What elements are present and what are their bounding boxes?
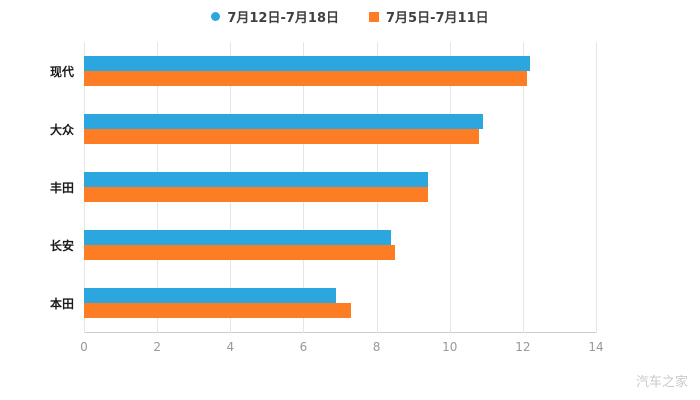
- legend-circle-marker-icon: [211, 12, 221, 21]
- bar-大众-series-1[interactable]: [84, 129, 479, 144]
- x-tick-label: 10: [442, 340, 458, 354]
- gridline: [449, 42, 451, 333]
- bar-现代-series-1[interactable]: [84, 71, 527, 86]
- bar-大众-series-0[interactable]: [84, 114, 483, 129]
- y-category-label: 长安: [49, 238, 74, 253]
- gridline: [596, 42, 597, 333]
- x-tick-label: 8: [372, 340, 381, 354]
- x-tick-label: 0: [80, 340, 88, 354]
- legend-square-marker-icon: [369, 11, 380, 22]
- bar-本田-series-1[interactable]: [84, 303, 351, 318]
- bar-现代-series-0[interactable]: [84, 56, 531, 71]
- bar-丰田-series-0[interactable]: [84, 172, 428, 187]
- legend-label-series-1: 7月5日-7月11日: [386, 11, 489, 26]
- y-category-label: 现代: [49, 64, 74, 79]
- x-tick-label: 4: [226, 340, 235, 354]
- y-category-label: 丰田: [49, 180, 74, 195]
- legend-item-series-0[interactable]: 7月12日-7月18日: [211, 7, 339, 26]
- x-tick-label: 12: [515, 340, 531, 354]
- plot-area: [84, 42, 597, 333]
- y-category-label: 大众: [49, 122, 74, 137]
- y-category-label: 本田: [49, 296, 74, 311]
- x-tick-label: 14: [588, 340, 604, 354]
- legend-item-series-1[interactable]: 7月5日-7月11日: [369, 7, 489, 26]
- bar-长安-series-0[interactable]: [84, 230, 392, 245]
- legend: 7月12日-7月18日 7月5日-7月11日: [0, 7, 700, 26]
- x-tick-label: 2: [153, 340, 161, 354]
- legend-label-series-0: 7月12日-7月18日: [227, 11, 340, 26]
- x-tick-label: 6: [299, 340, 308, 354]
- bar-丰田-series-1[interactable]: [84, 187, 428, 202]
- gridline: [522, 42, 524, 333]
- bar-本田-series-0[interactable]: [84, 288, 337, 303]
- bar-长安-series-1[interactable]: [84, 245, 395, 260]
- watermark: 汽车之家: [635, 375, 688, 390]
